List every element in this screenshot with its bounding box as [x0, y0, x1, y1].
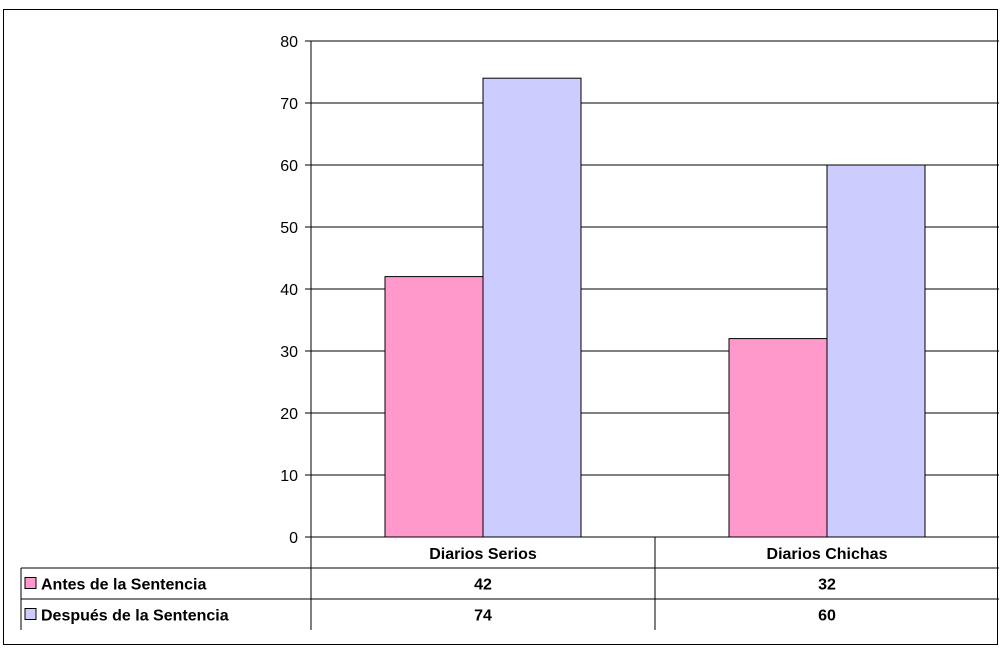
y-tick-label: 40: [280, 282, 298, 299]
y-tick-label: 30: [280, 344, 298, 361]
table-value: 32: [818, 577, 836, 594]
x-category-label: Diarios Chichas: [767, 546, 888, 563]
y-tick-label: 20: [280, 406, 298, 423]
bar: [728, 338, 828, 538]
legend-key: [24, 577, 37, 589]
y-tick-label: 80: [280, 34, 298, 51]
bar: [482, 77, 582, 538]
y-tick-label: 60: [280, 158, 298, 175]
table-value: 42: [474, 577, 492, 594]
legend-key: [24, 608, 37, 620]
y-tick-label: 50: [280, 220, 298, 237]
chart-frame: 0 10 20 30 40 50 60 70 80 Diarios Serios Diarios C…: [3, 9, 999, 645]
y-tick-label: 70: [280, 96, 298, 113]
x-category-label: Diarios Serios: [429, 546, 537, 563]
bar-chart: 0 10 20 30 40 50 60 70 80 Diarios Serios Diarios C…: [20, 34, 999, 630]
legend-label: Antes de la Sentencia: [41, 577, 206, 594]
bar: [384, 276, 484, 538]
table-value: 74: [474, 608, 492, 625]
legend-label: Después de la Sentencia: [41, 608, 229, 625]
y-tick-label: 0: [289, 530, 298, 547]
table-value: 60: [818, 608, 836, 625]
y-tick-label: 10: [280, 468, 298, 485]
bar: [826, 164, 926, 538]
